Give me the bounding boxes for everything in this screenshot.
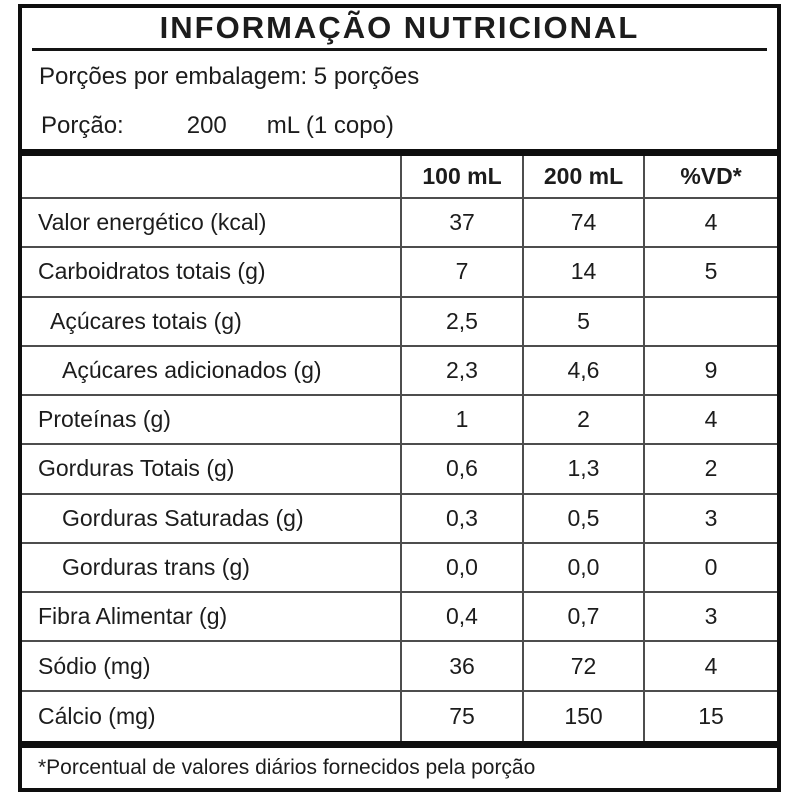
row-label: Açúcares adicionados (g) bbox=[22, 347, 400, 397]
portion-label: Porção: bbox=[41, 112, 124, 139]
value-200ml: 1,3 bbox=[522, 445, 643, 495]
row-label: Gorduras trans (g) bbox=[22, 544, 400, 594]
value-200ml: 4,6 bbox=[522, 346, 643, 397]
portion-unit: mL (1 copo) bbox=[266, 112, 394, 139]
nutrition-label: INFORMAÇÃO NUTRICIONAL Porções por embal… bbox=[18, 4, 781, 792]
daily-value-footnote: *Porcentual de valores diários fornecido… bbox=[38, 756, 536, 779]
row-label: Gorduras Saturadas (g) bbox=[22, 495, 400, 544]
value-100ml: 36 bbox=[400, 642, 522, 692]
column-header-200ml: 200 mL bbox=[522, 156, 643, 199]
value-100ml: 0,3 bbox=[400, 494, 522, 544]
value-100ml: 2,5 bbox=[400, 297, 522, 347]
value-100ml: 2,3 bbox=[400, 346, 522, 397]
row-label: Fibra Alimentar (g) bbox=[22, 593, 400, 643]
row-label: Sódio (mg) bbox=[22, 642, 400, 692]
value-200ml: 0,0 bbox=[522, 543, 643, 594]
portion-line: Porção: 200 mL (1 copo) bbox=[22, 103, 777, 149]
row-label: Proteínas (g) bbox=[22, 396, 400, 446]
value-100ml: 0,0 bbox=[400, 543, 522, 594]
value-100ml: 0,4 bbox=[400, 593, 522, 643]
value-vd-percent: 15 bbox=[643, 691, 777, 741]
row-label: Carboidratos totais (g) bbox=[22, 248, 400, 298]
value-200ml: 72 bbox=[522, 642, 643, 692]
value-100ml: 7 bbox=[400, 248, 522, 298]
nutrition-table: 100 mL 200 mL %VD* Valor energético (kca… bbox=[22, 156, 777, 741]
value-200ml: 5 bbox=[522, 297, 643, 347]
row-label: Cálcio (mg) bbox=[38, 702, 156, 729]
row-label: Valor energético (kcal) bbox=[22, 199, 400, 249]
row-label: Açúcares totais (g) bbox=[22, 298, 400, 347]
value-200ml: 14 bbox=[522, 248, 643, 298]
value-vd-percent bbox=[643, 297, 777, 347]
servings-per-package-line: Porções por embalagem: 5 porções bbox=[39, 63, 420, 90]
table-top-divider bbox=[22, 149, 777, 156]
value-200ml: 2 bbox=[522, 396, 643, 446]
value-200ml: 150 bbox=[522, 691, 643, 741]
value-vd-percent: 5 bbox=[643, 248, 777, 298]
title-divider bbox=[32, 48, 767, 51]
value-vd-percent: 4 bbox=[643, 199, 777, 249]
value-200ml: 0,7 bbox=[522, 593, 643, 643]
value-200ml: 74 bbox=[522, 199, 643, 249]
table-bottom-divider bbox=[22, 741, 777, 748]
value-200ml: 0,5 bbox=[522, 494, 643, 544]
portion-amount: 200 bbox=[186, 112, 227, 139]
value-100ml: 0,6 bbox=[400, 445, 522, 495]
value-vd-percent: 3 bbox=[643, 593, 777, 643]
header-empty-cell bbox=[22, 156, 400, 199]
value-vd-percent: 0 bbox=[643, 543, 777, 594]
column-header-vd: %VD* bbox=[643, 156, 777, 199]
value-100ml: 1 bbox=[400, 396, 522, 446]
value-vd-percent: 3 bbox=[643, 494, 777, 544]
value-vd-percent: 4 bbox=[643, 642, 777, 692]
value-vd-percent: 4 bbox=[643, 396, 777, 446]
value-vd-percent: 2 bbox=[643, 445, 777, 495]
value-100ml: 37 bbox=[400, 199, 522, 249]
value-vd-percent: 9 bbox=[643, 346, 777, 397]
row-label: Gorduras Totais (g) bbox=[22, 445, 400, 495]
value-100ml: 75 bbox=[400, 691, 522, 741]
nutrition-label-title: INFORMAÇÃO NUTRICIONAL bbox=[159, 10, 640, 45]
column-header-100ml: 100 mL bbox=[400, 156, 522, 199]
